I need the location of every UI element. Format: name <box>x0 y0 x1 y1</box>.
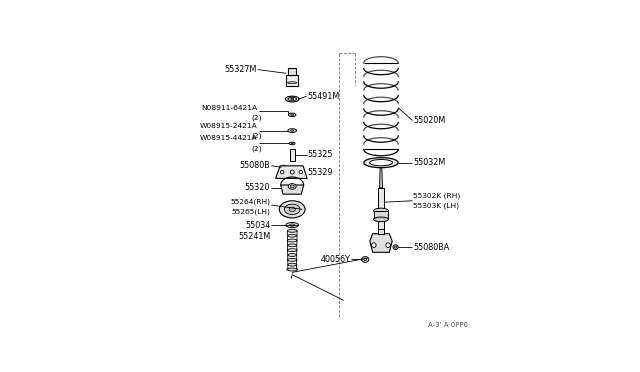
Ellipse shape <box>290 170 294 174</box>
Ellipse shape <box>291 143 293 144</box>
Ellipse shape <box>393 245 398 250</box>
Ellipse shape <box>291 98 294 100</box>
Text: 55327M: 55327M <box>224 65 257 74</box>
Text: 55329: 55329 <box>307 168 333 177</box>
Ellipse shape <box>291 130 294 131</box>
Ellipse shape <box>285 96 299 102</box>
Ellipse shape <box>287 259 297 261</box>
Text: W08915-2421A: W08915-2421A <box>200 122 258 129</box>
Ellipse shape <box>287 230 297 232</box>
Text: 55241M: 55241M <box>238 232 270 241</box>
Text: 55020M: 55020M <box>413 116 445 125</box>
FancyBboxPatch shape <box>378 228 385 234</box>
Polygon shape <box>276 166 307 179</box>
Ellipse shape <box>287 249 297 251</box>
Ellipse shape <box>288 234 296 237</box>
Text: A-3' A 0PP0: A-3' A 0PP0 <box>428 322 468 328</box>
Text: 55032M: 55032M <box>413 158 445 167</box>
Ellipse shape <box>279 201 305 218</box>
Text: 55302K (RH): 55302K (RH) <box>413 192 460 199</box>
Text: (2): (2) <box>252 132 262 139</box>
FancyBboxPatch shape <box>290 149 295 161</box>
FancyBboxPatch shape <box>288 68 296 75</box>
FancyBboxPatch shape <box>374 211 388 219</box>
Text: (2): (2) <box>252 145 262 152</box>
Ellipse shape <box>288 183 296 189</box>
Text: 55265(LH): 55265(LH) <box>231 208 270 215</box>
Ellipse shape <box>289 113 296 116</box>
Ellipse shape <box>362 257 369 262</box>
Ellipse shape <box>369 160 392 166</box>
Polygon shape <box>380 168 383 188</box>
FancyBboxPatch shape <box>378 188 385 247</box>
Ellipse shape <box>364 158 398 168</box>
Ellipse shape <box>374 217 388 222</box>
Ellipse shape <box>290 185 294 188</box>
Ellipse shape <box>374 208 388 214</box>
Polygon shape <box>370 234 392 252</box>
Ellipse shape <box>289 142 295 145</box>
Text: 55303K (LH): 55303K (LH) <box>413 203 459 209</box>
Ellipse shape <box>280 170 284 174</box>
Ellipse shape <box>372 243 376 247</box>
Ellipse shape <box>287 268 298 271</box>
Ellipse shape <box>288 254 296 256</box>
Ellipse shape <box>283 166 284 168</box>
Text: 55491M: 55491M <box>307 92 339 101</box>
Text: W08915-4421A: W08915-4421A <box>200 135 258 141</box>
Ellipse shape <box>291 114 294 116</box>
Ellipse shape <box>287 82 297 84</box>
Ellipse shape <box>282 165 285 169</box>
Ellipse shape <box>386 243 390 247</box>
Ellipse shape <box>394 246 397 248</box>
Ellipse shape <box>286 222 298 228</box>
Text: (2): (2) <box>252 115 262 121</box>
Text: 55080BA: 55080BA <box>413 243 449 251</box>
Ellipse shape <box>288 129 296 132</box>
Text: 55034: 55034 <box>245 221 270 230</box>
Ellipse shape <box>288 263 296 266</box>
Ellipse shape <box>287 239 297 242</box>
Ellipse shape <box>299 170 303 174</box>
Text: 55080B: 55080B <box>239 161 270 170</box>
Text: 55325: 55325 <box>307 150 333 160</box>
FancyBboxPatch shape <box>286 75 298 86</box>
Polygon shape <box>281 185 303 194</box>
Ellipse shape <box>290 224 295 226</box>
Text: 55264(RH): 55264(RH) <box>230 198 270 205</box>
Text: N08911-6421A: N08911-6421A <box>202 105 258 110</box>
Ellipse shape <box>288 244 296 247</box>
Text: 55320: 55320 <box>244 183 270 192</box>
Ellipse shape <box>288 97 296 101</box>
Text: 40056Y: 40056Y <box>321 255 350 264</box>
Ellipse shape <box>289 207 295 212</box>
Ellipse shape <box>284 204 300 215</box>
Ellipse shape <box>364 258 367 261</box>
